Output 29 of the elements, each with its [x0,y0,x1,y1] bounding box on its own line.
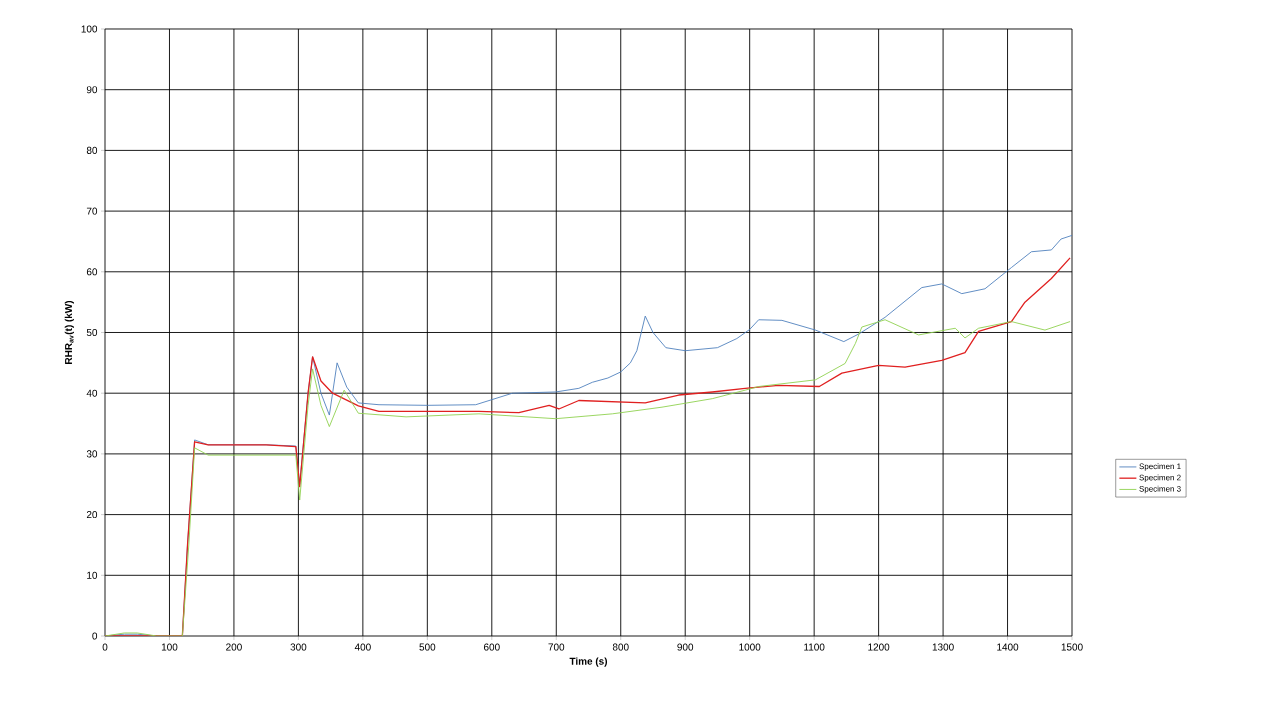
y-tick-label: 10 [87,571,98,579]
y-tick-label: 50 [86,328,98,337]
y-axis-title: RHR$_{av}$(t) (kW) [64,300,75,364]
x-tick-label: 200 [226,643,242,651]
y-tick-label: 30 [86,450,98,458]
x-tick-label: 1100 [804,643,825,651]
y-tick-label: 60 [86,268,98,276]
x-tick-label: 900 [677,643,694,651]
y-tick-label: 20 [86,511,98,519]
x-tick-label: 700 [548,643,565,651]
x-tick-label: 1200 [868,643,890,651]
x-tick-label: 100 [161,643,178,651]
x-tick-label: 600 [483,643,500,651]
x-axis-title: Time (s) [569,657,608,667]
x-tick-label: 1500 [1061,643,1083,651]
x-tick-label: 0 [102,643,108,651]
y-tick-label: 90 [86,86,98,94]
y-tick-label: 40 [86,389,98,397]
x-tick-label: 300 [290,643,307,651]
x-tick-label: 1000 [739,643,761,651]
y-tick-label: 80 [86,146,98,154]
y-tick-label: 100 [81,25,98,33]
x-tick-label: 400 [354,643,371,651]
y-tick-label: 0 [92,632,98,640]
x-tick-label: 800 [612,643,629,651]
x-tick-label: 500 [419,643,436,651]
x-tick-label: 1300 [932,643,954,651]
x-tick-label: 1400 [997,643,1019,651]
y-tick-label: 70 [86,207,98,215]
